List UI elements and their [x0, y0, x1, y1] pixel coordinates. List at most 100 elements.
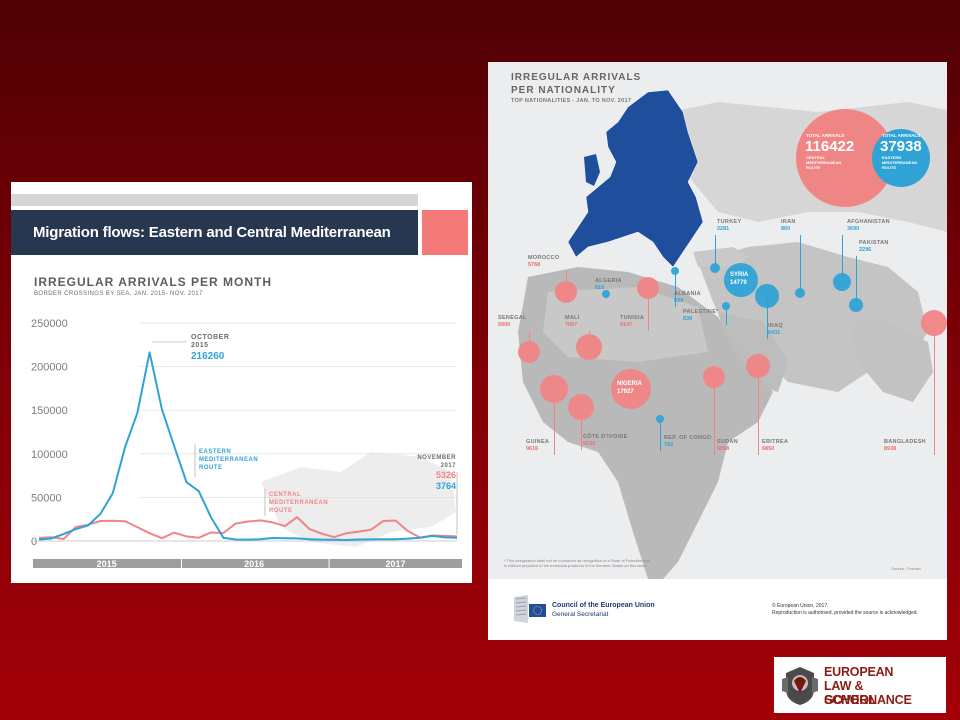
eastern-mediterranean-route-line	[38, 351, 458, 541]
label-palestine: PALESTINE*	[683, 309, 719, 315]
total-central-route: CENTRAL MEDITERRANEAN ROUTE	[806, 155, 842, 170]
value-rep-of-congo: 792	[664, 442, 674, 448]
council-logo-icon	[512, 593, 548, 625]
total-eastern-label: TOTAL ARRIVALS	[882, 133, 921, 138]
bubble-iran	[795, 288, 805, 298]
value-senegal: 5900	[498, 322, 511, 328]
world-map-watermark	[261, 452, 456, 547]
bubble-senegal	[518, 341, 540, 363]
november-eastern-value: 3764	[436, 481, 456, 491]
leader-albania	[675, 271, 676, 307]
map-subtitle: TOP NATIONALITIES - JAN. TO NOV. 2017	[511, 98, 632, 104]
value-iraq: 6431	[768, 330, 781, 336]
label-algeria: ALGERIA	[595, 278, 622, 284]
chart-subtitle: BORDER CROSSINGS BY SEA, JAN. 2015- NOV.…	[34, 291, 203, 297]
total-central-value: 116422	[805, 138, 855, 155]
label-eritrea: ERITREA	[762, 439, 789, 445]
leader-sudan	[714, 377, 715, 455]
leader-afghanistan	[842, 235, 843, 282]
leader-pakistan	[856, 256, 857, 305]
top-band	[11, 194, 418, 206]
school-name-line1: EUROPEAN	[824, 665, 894, 679]
council-name: Council of the European Union	[552, 602, 655, 609]
value-algeria: 816	[595, 285, 605, 291]
value-pakistan: 2296	[859, 247, 872, 253]
x-axis-year-band: 2015 2016 2017	[33, 559, 462, 569]
value-palestine: 838	[683, 316, 693, 322]
uk-ireland	[584, 154, 600, 186]
value-bangladesh: 8938	[884, 446, 897, 452]
central-route-label-2: MEDITERRANEAN	[269, 500, 328, 506]
bubble-algeria	[602, 290, 610, 298]
value-eritrea: 6850	[762, 446, 775, 452]
label-sudan: SUDAN	[717, 439, 739, 445]
map-title-line1: IRREGULAR ARRIVALS	[511, 72, 642, 83]
value-afghanistan: 3690	[847, 226, 860, 232]
school-name-line2: LAW & GOVERNANCE	[824, 679, 912, 707]
label-c-te-d-ivoire: CÔTE D'IVOIRE	[583, 434, 628, 440]
y-tick-label: 0	[31, 536, 37, 548]
value-c-te-d-ivoire: 9335	[583, 441, 596, 447]
map-source: Source : Frontex	[891, 566, 921, 571]
bubble-afghanistan	[833, 273, 851, 291]
y-tick-label: 50000	[31, 492, 62, 504]
chart-grid	[33, 322, 457, 542]
value-guinea: 9616	[526, 446, 539, 452]
y-tick-label: 250000	[31, 318, 68, 330]
chart-title: IRREGULAR ARRIVALS PER MONTH	[34, 275, 272, 289]
label-morocco: MOROCCO	[528, 255, 560, 261]
year-band-label: 2015	[97, 559, 117, 569]
central-route-label-1: CENTRAL	[269, 492, 301, 498]
november-label-line2: 2017	[441, 463, 457, 469]
total-eastern-route: EASTERN MEDITERRANEAN ROUTE	[882, 155, 918, 170]
panel-footer: Council of the European Union General Se…	[488, 579, 947, 640]
copyright-line2: Reproduction is authorised, provided the…	[772, 610, 918, 616]
label-turkey: TURKEY	[717, 219, 742, 225]
leader-rep-of-congo	[660, 419, 661, 451]
y-tick-label: 200000	[31, 362, 68, 374]
label-albania: ALBANIA	[674, 291, 701, 297]
value-nigeria: 17927	[617, 389, 634, 395]
label-bangladesh: BANGLADESH	[884, 439, 926, 445]
bubble-nigeria	[611, 369, 651, 409]
leader-mali	[589, 331, 590, 347]
central-mediterranean-route-line	[38, 516, 458, 540]
school-name-line3: SCHOOL	[824, 693, 877, 707]
label-nigeria: NIGERIA	[617, 381, 643, 387]
total-eastern-value: 37938	[880, 138, 922, 155]
leader-palestine	[726, 306, 727, 325]
y-axis-ticks: 0 50000 100000 150000 200000 250000	[31, 318, 68, 548]
header-accent-block	[422, 210, 468, 255]
label-rep-of-congo: REP. OF CONGO	[664, 435, 712, 441]
leader-morocco	[566, 271, 567, 292]
map-area: IRREGULAR ARRIVALS PER NATIONALITY TOP N…	[488, 62, 947, 579]
bubble-syria	[724, 263, 758, 297]
value-turkey: 2281	[717, 226, 730, 232]
value-morocco: 5768	[528, 262, 541, 268]
october-label-line2: 2015	[191, 342, 209, 349]
leader-turkey	[715, 235, 716, 268]
copyright-notice: © European Union, 2017. Reproduction is …	[772, 603, 918, 617]
leader-senegal	[529, 331, 530, 352]
value-iran: 860	[781, 226, 791, 232]
school-emblem-icon	[782, 667, 818, 705]
map-footnote: * This designation shall not be construe…	[504, 558, 651, 568]
leader-c-te-d-ivoire	[581, 407, 582, 450]
leader-guinea	[554, 389, 555, 455]
migration-flows-panel: Migration flows: Eastern and Central Med…	[11, 182, 472, 583]
eastern-route-label-3: ROUTE	[199, 465, 223, 471]
label-iran: IRAN	[781, 219, 796, 225]
year-band-label: 2017	[386, 559, 406, 569]
central-route-label-3: ROUTE	[269, 508, 293, 514]
label-mali: MALI	[565, 315, 580, 321]
label-guinea: GUINEA	[526, 439, 550, 445]
chart-series	[38, 351, 458, 541]
eastern-route-label-2: MEDITERRANEAN	[199, 457, 258, 463]
leader-eritrea	[758, 366, 759, 455]
year-band-bar	[33, 559, 462, 568]
y-tick-label: 150000	[31, 405, 68, 417]
value-albania: 699	[674, 298, 684, 304]
bubble-pakistan	[849, 298, 863, 312]
value-syria: 14779	[730, 280, 747, 286]
